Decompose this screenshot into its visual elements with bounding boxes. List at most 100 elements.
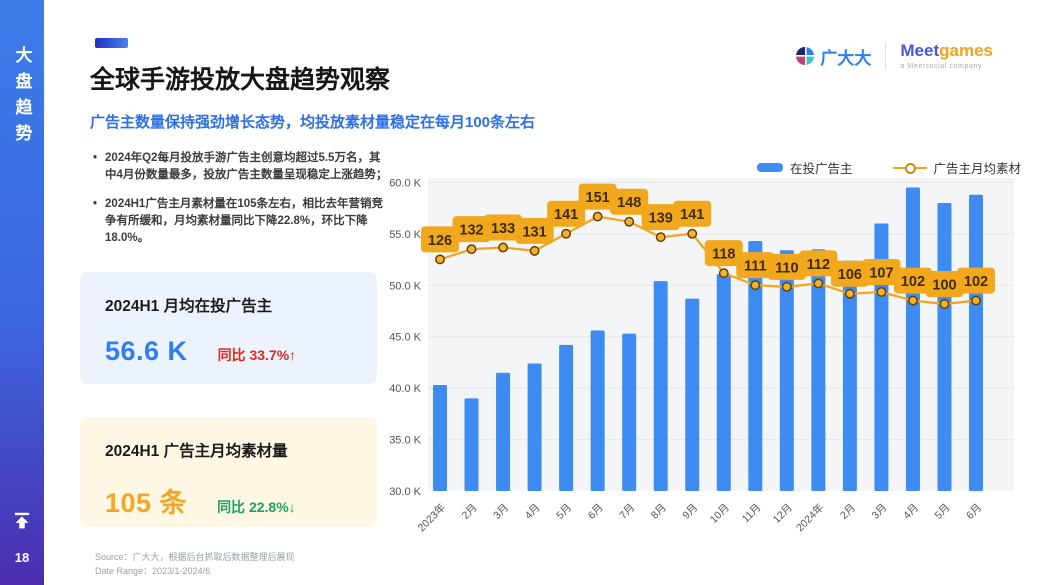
source-note: Source：广大大，根据后台抓取后数据整理后展现 Date Range：202… [95,551,295,578]
bar-advertisers [464,398,479,491]
y-axis-tick-label: 30.0 K [389,486,421,498]
sidebar-vertical-title: 大盘趋势 [12,46,32,150]
games-logo-text: games [939,41,993,60]
bar-advertisers [622,333,637,491]
value-label: 102 [964,274,988,290]
bullet-item: • 2024H1广告主月素材量在105条左右，相比去年营销竞争有所缓和，月均素材量… [93,197,383,245]
x-axis-tick-label: 4月 [523,502,543,522]
title-accent-bar [95,38,128,48]
page-subtitle: 广告主数量保持强劲增长态势，均投放素材量稳定在每月100条左右 [90,114,536,131]
line-marker [655,232,666,243]
value-label: 141 [680,207,704,223]
y-axis-tick-label: 50.0 K [389,280,421,292]
stat-card-delta: 同比 22.8%↓ [217,499,296,515]
value-label-box [484,214,523,241]
value-label-box [862,259,901,286]
bar-advertisers [969,194,984,491]
bar-advertisers [811,249,826,491]
value-label: 102 [901,274,925,290]
value-label-box [704,240,743,267]
bar-advertisers [748,241,763,491]
logo-area: 广大大 Meetgames a Meetsocial company [796,42,993,70]
bar-advertisers [905,187,920,491]
value-label-box [610,188,649,215]
value-label: 110 [775,260,798,276]
chart-legend: 在投广告主 广告主月均素材 [757,158,1021,177]
value-label-box [421,226,459,253]
line-marker [561,228,572,239]
value-label-box [957,267,996,294]
x-axis-tick-label: 2023年 [415,501,448,534]
line-marker [687,228,698,239]
y-axis-tick-label: 40.0 K [389,383,421,395]
source-line: Source：广大大，根据后台抓取后数据整理后展现 [95,552,295,562]
bar-advertisers [433,385,447,491]
line-marker [908,295,918,306]
x-axis-tick-label: 8月 [649,502,669,522]
y-axis-tick-label: 35.0 K [389,435,421,447]
value-label-box [515,217,554,244]
bar-advertisers [685,298,700,491]
line-marker [939,299,950,309]
legend-item-bars: 在投广告主 [757,158,853,177]
bar-advertisers [559,344,574,491]
line-marker [435,254,445,265]
line-swatch-icon [892,162,927,174]
line-marker [813,278,824,289]
value-label: 100 [932,278,956,294]
date-range-line: Date Range：2023/1-2024/6 [95,565,211,576]
value-label-box [925,271,964,297]
line-marker [498,242,509,253]
value-label-box [673,200,712,227]
bar-advertisers [496,372,511,491]
x-axis-tick-label: 12月 [771,502,795,526]
page-title: 全球手游投放大盘趋势观察 [90,66,391,94]
stat-card-creatives: 2024H1 广告主月均素材量 105 条 同比 22.8%↓ [80,417,377,527]
value-label: 126 [428,233,452,249]
meetgames-logo: Meetgames a Meetsocial company [900,42,993,70]
combo-chart: 60.0 K 55.0 K 50.0 K 45.0 K 40.0 K 35.0 K 30.0… [389,177,1014,534]
legend-item-line: 广告主月均素材 [892,158,1022,177]
x-axis-tick-label: 4月 [901,502,921,522]
x-axis-tick-label: 7月 [617,502,637,522]
x-axis-tick-label: 2月 [838,502,858,522]
line-marker [718,268,729,279]
line-marker [466,244,477,255]
x-axis-tick-label: 10月 [708,502,732,526]
value-label-box [767,253,806,280]
legend-label: 在投广告主 [790,162,853,176]
bar-advertisers [653,281,668,491]
x-axis-tick-label: 9月 [680,502,700,522]
x-axis-tick-label: 5月 [554,502,574,522]
back-to-top-icon [11,512,33,536]
page-number: 18 [14,550,30,565]
value-label-box [830,260,869,287]
meet-logo-text: Meet [900,41,940,60]
line-marker [750,280,761,291]
value-label: 148 [617,195,641,211]
stat-card-value: 56.6 K [105,336,188,366]
value-label: 133 [491,221,515,237]
value-label-box [547,200,586,227]
bar-advertisers [527,363,542,491]
bar-swatch-icon [757,163,783,172]
line-marker [971,295,981,306]
x-axis-tick-label: 3月 [869,502,889,522]
legend-label: 广告主月均素材 [933,162,1022,176]
value-label-box [452,216,491,243]
x-axis-tick-label: 6月 [586,502,606,522]
x-axis-tick-label: 2月 [460,502,480,522]
gdd-pie-logo-icon [796,47,815,65]
gdd-logo: 广大大 [796,44,871,69]
value-label: 151 [586,190,610,206]
line-marker [592,211,603,222]
value-label-box [799,250,838,277]
line-marker [624,216,635,227]
bullet-item: • 2024年Q2每月投放手游广告主创意均超过5.5万名，其中4月份数量最多，投放… [93,152,388,182]
value-label-box [578,183,617,210]
stat-card-title: 2024H1 月均在投广告主 [105,298,273,315]
sidebar: 大盘趋势 18 [0,0,44,585]
value-label: 118 [712,247,735,263]
y-axis-tick-label: 45.0 K [389,332,421,344]
